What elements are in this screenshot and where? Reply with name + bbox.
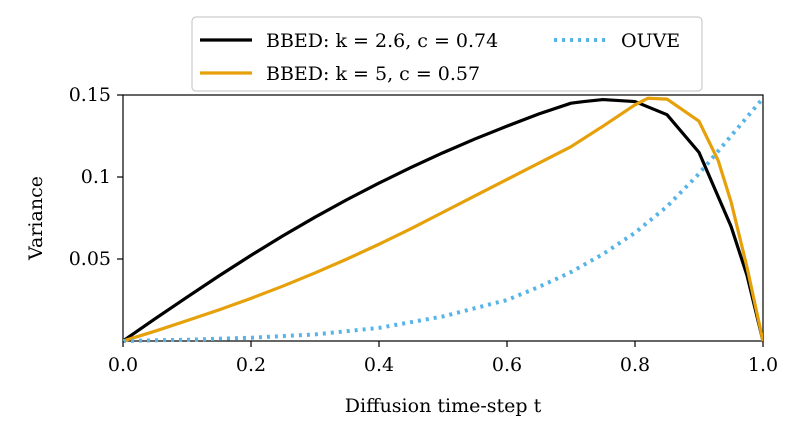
legend-box xyxy=(191,16,703,92)
plot-frame xyxy=(122,94,764,342)
y-axis: 0.05 0.1 0.15 xyxy=(69,84,123,270)
y-tick-label: 0.15 xyxy=(69,84,111,106)
y-tick-label: 0.05 xyxy=(69,248,111,270)
x-tick-label: 0.4 xyxy=(364,354,394,376)
x-tick-label: 0.2 xyxy=(236,354,266,376)
series-line-2 xyxy=(123,96,763,343)
legend-label: OUVE xyxy=(621,30,680,52)
y-axis-title: Variance xyxy=(25,176,47,261)
series-line-1 xyxy=(123,96,763,343)
legend-label: BBED: k = 2.6, c = 0.74 xyxy=(266,30,498,52)
x-tick-label: 1.0 xyxy=(748,354,778,376)
series-line-0 xyxy=(123,97,763,343)
x-axis-title: Diffusion time-step t xyxy=(345,395,542,417)
y-tick-label: 0.1 xyxy=(81,166,111,188)
x-tick-label: 0.6 xyxy=(492,354,522,376)
legend: BBED: k = 2.6, c = 0.74 OUVE BBED: k = 5, … xyxy=(191,16,703,92)
x-tick-label: 0.0 xyxy=(108,354,138,376)
legend-label: BBED: k = 5, c = 0.57 xyxy=(266,63,480,85)
x-axis: 0.0 0.2 0.4 0.6 0.8 1.0 xyxy=(108,341,778,376)
plot-area xyxy=(122,94,764,343)
x-tick-label: 0.8 xyxy=(620,354,650,376)
